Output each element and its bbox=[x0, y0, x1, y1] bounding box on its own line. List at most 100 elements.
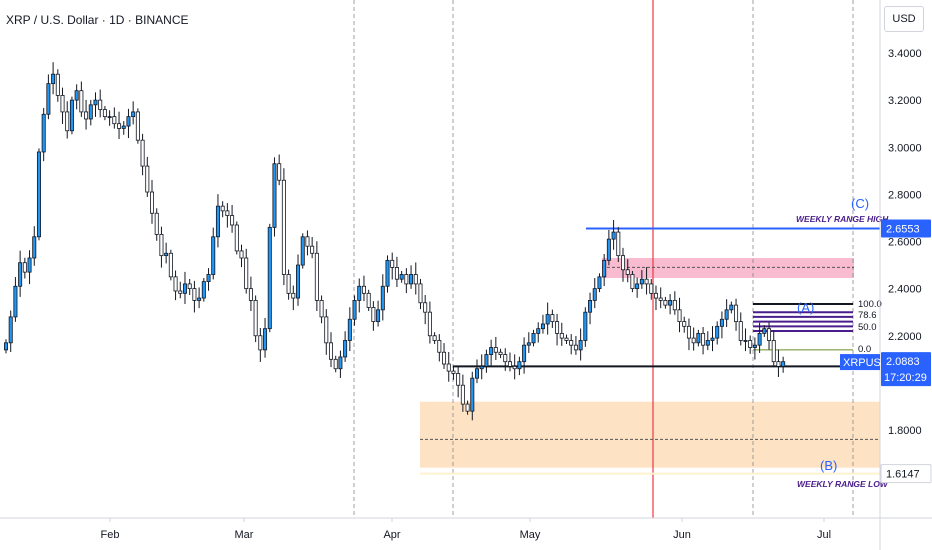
candle-body-down bbox=[117, 123, 122, 129]
fib-50-label: 50.0 bbox=[858, 322, 877, 333]
candle bbox=[456, 365, 461, 398]
candle-body-up bbox=[602, 259, 607, 278]
candle bbox=[376, 300, 381, 327]
candle-body-down bbox=[653, 292, 658, 299]
candle-body-down bbox=[686, 325, 691, 339]
candle-body-down bbox=[79, 90, 84, 113]
candle bbox=[206, 268, 211, 291]
currency-button[interactable]: USD bbox=[884, 6, 924, 32]
candle-body-down bbox=[55, 73, 60, 96]
candle-body-up bbox=[211, 236, 216, 275]
candle bbox=[588, 292, 593, 325]
candle bbox=[668, 294, 673, 315]
candle bbox=[46, 74, 51, 120]
candle bbox=[399, 270, 404, 283]
candle bbox=[672, 291, 677, 315]
candle bbox=[611, 220, 616, 250]
candle bbox=[8, 310, 13, 353]
candle bbox=[380, 274, 385, 321]
candle bbox=[710, 326, 715, 352]
candle-body-down bbox=[305, 236, 310, 247]
candle-body-down bbox=[658, 297, 663, 301]
candle bbox=[767, 322, 772, 350]
candle bbox=[211, 227, 216, 280]
candle bbox=[197, 287, 202, 309]
candle bbox=[277, 154, 282, 186]
candle bbox=[173, 270, 178, 301]
candle-body-up bbox=[719, 318, 724, 327]
candle bbox=[691, 327, 696, 351]
symbol-tag-text: XRPUSD bbox=[843, 357, 889, 369]
x-tick-label: Jun bbox=[673, 529, 691, 541]
candle bbox=[536, 322, 541, 343]
candle bbox=[41, 107, 46, 162]
candle-body-down bbox=[84, 111, 89, 120]
candle bbox=[569, 334, 574, 355]
candle-body-down bbox=[734, 304, 739, 323]
candle-body-up bbox=[526, 342, 531, 346]
candle-body-up bbox=[131, 111, 136, 118]
candle-body-up bbox=[164, 252, 169, 257]
zones-layer bbox=[420, 257, 880, 468]
candle bbox=[74, 84, 79, 110]
candle-body-up bbox=[27, 257, 32, 273]
candle bbox=[781, 356, 786, 373]
candle-body-down bbox=[663, 300, 668, 306]
candle bbox=[371, 301, 376, 331]
candle-body-down bbox=[22, 262, 27, 273]
candle bbox=[55, 69, 60, 102]
candle-body-down bbox=[277, 163, 282, 181]
candle bbox=[385, 255, 390, 293]
candle bbox=[230, 204, 235, 233]
wave-c-label: (C) bbox=[851, 196, 869, 211]
candle-body-up bbox=[724, 309, 729, 320]
candle-body-down bbox=[281, 179, 286, 275]
candle bbox=[653, 285, 658, 311]
candle-body-up bbox=[263, 328, 268, 351]
candle bbox=[701, 327, 706, 355]
candle-body-down bbox=[390, 259, 395, 268]
candle-body-up bbox=[8, 316, 13, 344]
candle bbox=[432, 332, 437, 344]
candle-body-down bbox=[550, 314, 555, 323]
candle-body-up bbox=[517, 361, 522, 370]
candle bbox=[724, 299, 729, 328]
candle bbox=[27, 250, 32, 285]
candle bbox=[154, 208, 159, 241]
candle-body-down bbox=[498, 351, 503, 355]
candle-body-down bbox=[60, 95, 65, 113]
candle bbox=[140, 133, 145, 176]
candle-body-down bbox=[644, 278, 649, 285]
candle bbox=[93, 92, 98, 117]
candle-body-down bbox=[371, 307, 376, 323]
candle-body-down bbox=[649, 283, 654, 294]
candle-body-up bbox=[36, 151, 41, 238]
candle bbox=[65, 101, 70, 139]
candle bbox=[531, 329, 536, 347]
candle-body-down bbox=[748, 340, 753, 348]
candle-body-up bbox=[409, 274, 414, 285]
candle-body-up bbox=[357, 285, 362, 301]
candle-body-down bbox=[168, 252, 173, 278]
candle bbox=[696, 329, 701, 347]
candle-body-up bbox=[69, 99, 74, 132]
candle-body-down bbox=[225, 210, 230, 216]
candle bbox=[498, 348, 503, 359]
candle-body-up bbox=[489, 347, 494, 355]
candle bbox=[625, 259, 630, 283]
candle-body-up bbox=[470, 377, 475, 412]
x-tick-label: Apr bbox=[383, 529, 400, 541]
candle bbox=[677, 297, 682, 333]
candle bbox=[150, 180, 155, 224]
candle bbox=[135, 108, 140, 144]
candle-body-down bbox=[682, 321, 687, 327]
candle-body-up bbox=[743, 340, 748, 342]
candle-body-up bbox=[474, 368, 479, 379]
candle-body-down bbox=[98, 99, 103, 110]
candle-body-down bbox=[456, 373, 461, 386]
candle bbox=[592, 278, 597, 309]
candle-body-up bbox=[705, 340, 710, 346]
candles-layer bbox=[4, 62, 786, 421]
candle bbox=[639, 270, 644, 289]
